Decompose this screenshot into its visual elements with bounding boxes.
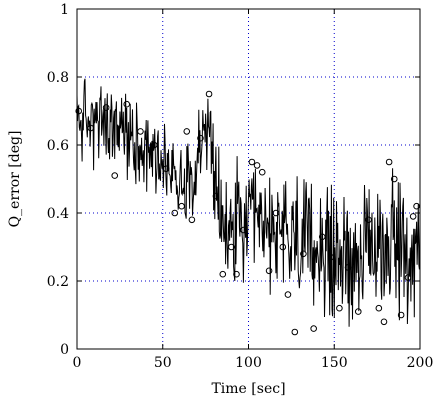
sample-marker-24 (279, 243, 287, 251)
sample-marker-21 (258, 168, 266, 176)
sample-marker-38 (390, 175, 398, 183)
axis-ticks (76, 8, 421, 350)
x-tick-label-1: 50 (154, 355, 172, 371)
y-tick-label-5: 1 (60, 2, 69, 18)
error-trace (76, 78, 421, 327)
sample-marker-28 (310, 325, 317, 332)
sample-marker-4 (123, 100, 131, 108)
y-tick-label-4: 0.8 (47, 70, 69, 86)
sample-marker-31 (336, 304, 343, 312)
y-tick-label-1: 0.2 (47, 274, 69, 290)
sample-marker-37 (385, 158, 393, 166)
y-tick-labels: 0 0.2 0.4 0.6 0.8 1 (47, 2, 69, 358)
sample-marker-25 (284, 291, 292, 298)
sample-marker-2 (102, 104, 110, 111)
x-tick-label-3: 150 (321, 355, 348, 371)
x-tick-labels: 0 50 100 150 200 (73, 355, 434, 371)
sample-marker-34 (365, 216, 372, 224)
y-tick-label-3: 0.6 (47, 138, 69, 154)
sample-marker-18 (240, 226, 247, 234)
sample-marker-40 (404, 274, 412, 281)
sample-marker-1 (87, 124, 95, 132)
sample-marker-15 (219, 270, 227, 278)
sample-marker-11 (188, 216, 196, 224)
sample-marker-9 (178, 202, 185, 210)
sample-marker-17 (233, 270, 240, 278)
sample-marker-32 (344, 264, 352, 271)
sample-marker-42 (413, 202, 420, 210)
x-tick-label-0: 0 (73, 355, 82, 371)
x-tick-label-2: 100 (235, 355, 262, 371)
sample-marker-6 (150, 141, 158, 149)
sample-marker-14 (212, 192, 220, 200)
sample-marker-5 (137, 128, 144, 135)
sample-marker-30 (327, 253, 335, 261)
sample-marker-7 (162, 165, 170, 173)
sample-markers (75, 90, 420, 336)
sample-marker-23 (272, 209, 280, 217)
sample-marker-10 (183, 128, 191, 135)
y-axis-title: Q_error [deg] (7, 131, 23, 228)
sample-marker-12 (197, 134, 204, 142)
y-tick-label-2: 0.4 (47, 206, 69, 222)
sample-marker-3 (111, 172, 119, 179)
sample-marker-22 (265, 267, 273, 275)
sample-marker-33 (354, 308, 362, 315)
sample-marker-19 (248, 158, 256, 166)
x-axis-title: Time [sec] (211, 381, 285, 397)
sample-marker-0 (75, 107, 83, 115)
sample-marker-39 (397, 311, 405, 319)
sample-marker-41 (409, 213, 417, 220)
sample-marker-20 (253, 162, 261, 169)
sample-marker-8 (171, 209, 179, 217)
x-tick-label-4: 200 (407, 355, 434, 371)
sample-marker-26 (291, 328, 299, 336)
sample-marker-16 (228, 243, 235, 251)
sample-marker-36 (380, 318, 388, 326)
sample-marker-29 (318, 233, 326, 241)
sample-marker-13 (205, 90, 213, 98)
y-tick-label-0: 0 (60, 342, 69, 358)
sample-marker-27 (300, 250, 307, 258)
gridlines (77, 9, 420, 349)
sample-marker-35 (375, 304, 383, 312)
error-trace-line (76, 78, 421, 327)
